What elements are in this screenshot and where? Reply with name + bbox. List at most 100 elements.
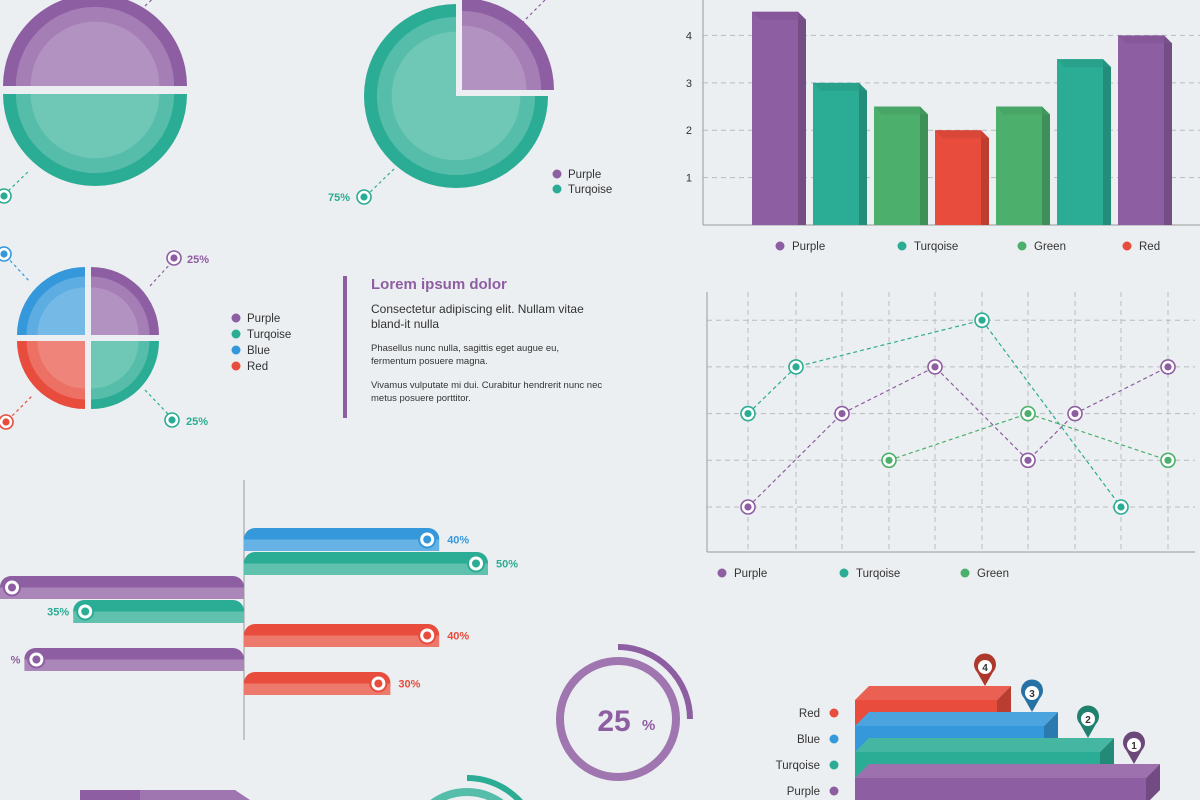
line-chart-point-purple-3-dot: [931, 363, 939, 371]
stair-label-red: Red: [799, 708, 820, 720]
diverging-bar-label-4: 35%: [47, 607, 69, 619]
stair-pin-face-red: [978, 660, 992, 674]
bar-chart-bar-side-7: [1164, 35, 1172, 225]
quad-pie-blue-leader: [5, 255, 31, 283]
text-block-title: Lorem ipsum dolor: [371, 276, 507, 293]
half-pie-purple-leader: [144, 0, 153, 7]
stair-top-purple: [855, 764, 1160, 778]
line-chart-point-purple-6-dot: [1164, 363, 1172, 371]
diverging-bar-lower-1: [244, 539, 440, 551]
bar-chart-bar-1: [752, 11, 798, 225]
bar-chart-bar-5: [996, 106, 1042, 225]
quad-pie-legend-label-red: Red: [247, 361, 268, 373]
donut-25-progress-arc: [617, 644, 693, 720]
line-chart-series-turqoise: [747, 319, 1122, 508]
stair-bar-purple: [855, 778, 1146, 800]
quad-pie-red-marker-dot: [2, 418, 10, 426]
diverging-bar-cap-dot-6: [32, 655, 41, 664]
pie-75-turquoise-marker-dot: [360, 193, 368, 201]
bar-chart-legend-dot-green: [1017, 241, 1027, 251]
stair-legend-dot-purple: [829, 786, 839, 796]
stair-pin-face-turqoise: [1081, 712, 1095, 726]
diverging-bar-lower-2: [244, 563, 488, 575]
pie-75-annotation: 75%: [328, 192, 350, 204]
line-chart-point-purple-1-dot: [744, 503, 752, 511]
bar-chart-bar-2: [813, 82, 859, 226]
quad-pie-legend-dot-turqoise: [231, 329, 241, 339]
line-chart-series-green: [888, 412, 1169, 461]
pie-75-turquoise-leader: [365, 167, 396, 197]
line-chart-legend-label-green: Green: [977, 568, 1009, 580]
diverging-bar-cap-dot-1: [423, 535, 432, 544]
stair-label-blue: Blue: [797, 734, 820, 746]
stair-top-turqoise: [855, 738, 1114, 752]
pie-75-purple-leader: [519, 0, 546, 26]
diverging-bar-label-2: 50%: [496, 559, 518, 571]
bar-chart-bar-side-2: [859, 82, 867, 226]
bar-chart-bar-top-4: [935, 130, 989, 139]
stair-pin-rank-purple: 1: [1131, 741, 1137, 752]
diverging-bar-lower-3: [0, 587, 244, 599]
diverging-bar-cap-dot-2: [472, 559, 480, 568]
quad-pie-purple-slice-inner: [91, 287, 139, 335]
text-block: Lorem ipsum dolor Consectetur adipiscing…: [343, 276, 605, 418]
line-chart-legend-dot-green: [960, 568, 970, 578]
diverging-bar-lower-6: [24, 659, 245, 671]
quad-pie-red-slice-inner: [37, 341, 85, 389]
line-chart-point-purple-2-dot: [838, 410, 846, 418]
pie-75-legend-dot-purple: [552, 169, 562, 179]
bar-chart-bar-top-3: [874, 106, 928, 115]
bar-chart-bar-top-7: [1118, 35, 1172, 44]
stair-top-red: [855, 686, 1011, 700]
bar-chart-legend-dot-turqoise: [897, 241, 907, 251]
donut-2-progress-arc: [466, 775, 523, 800]
half-pie-purple-slice-inner: [30, 21, 160, 86]
stair-top-blue: [855, 712, 1058, 726]
stair-pin-face-blue: [1025, 686, 1039, 700]
bar-chart-ytick-1: 1: [686, 173, 692, 185]
stair-label-turqoise: Turqoise: [776, 760, 820, 772]
quad-pie-legend-dot-red: [231, 361, 241, 371]
bar-chart-ytick-4: 4: [686, 30, 692, 42]
diverging-bar-cap-dot-3: [8, 583, 16, 592]
bar-chart-legend-label-green: Green: [1034, 241, 1066, 253]
diverging-bar-label-5: 40%: [447, 631, 469, 643]
quad-pie-turquoise-leader: [144, 389, 169, 415]
quad-pie-legend-dot-purple: [231, 313, 241, 323]
bar-chart-bar-side-5: [1042, 106, 1050, 225]
pie-75-legend-dot-turqoise: [552, 184, 562, 194]
quad-pie-purple-leader: [149, 261, 173, 287]
diverging-bar-label-7: 30%: [398, 679, 420, 691]
line-chart-legend-label-turqoise: Turqoise: [856, 568, 900, 580]
diverging-bar-cap-dot-4: [81, 607, 90, 616]
diverging-bar-lower-7: [244, 683, 391, 695]
bar-chart-legend-dot-red: [1122, 241, 1132, 251]
quad-pie-purple-marker-dot: [170, 254, 178, 262]
pie-75-legend-label-turqoise: Turqoise: [568, 184, 612, 196]
donut-25-track: [556, 657, 680, 781]
quad-pie-turquoise-marker-dot: [168, 416, 176, 424]
pie-75-turquoise-slice-inner: [391, 31, 521, 161]
quad-pie-legend-label-turqoise: Turqoise: [247, 329, 291, 341]
line-chart-point-turqoise-1-dot: [744, 410, 752, 418]
stair-legend-dot-red: [829, 708, 839, 718]
quad-pie-legend-label-purple: Purple: [247, 313, 280, 325]
quad-pie-legend-label-blue: Blue: [247, 345, 270, 357]
bar-chart-bar-4: [935, 130, 981, 225]
donut-25-value: 25: [597, 705, 630, 738]
quad-pie-blue-marker-dot: [0, 250, 8, 258]
bar-chart-bar-7: [1118, 35, 1164, 225]
stair-pin-rank-blue: 3: [1029, 689, 1035, 700]
partial-bar-bottom-front: [80, 790, 140, 800]
bar-chart-bar-top-5: [996, 106, 1050, 115]
bar-chart-legend-label-red: Red: [1139, 241, 1160, 253]
bar-chart-bar-side-6: [1103, 59, 1111, 226]
line-chart-legend-dot-purple: [717, 568, 727, 578]
stair-pin-rank-turqoise: 2: [1085, 715, 1091, 726]
bar-chart-bar-6: [1057, 59, 1103, 226]
bar-chart-bar-top-6: [1057, 59, 1111, 68]
pie-75-legend-label-purple: Purple: [568, 169, 601, 181]
line-chart-point-purple-5-dot: [1071, 410, 1079, 418]
bar-chart-ytick-2: 2: [686, 125, 692, 137]
